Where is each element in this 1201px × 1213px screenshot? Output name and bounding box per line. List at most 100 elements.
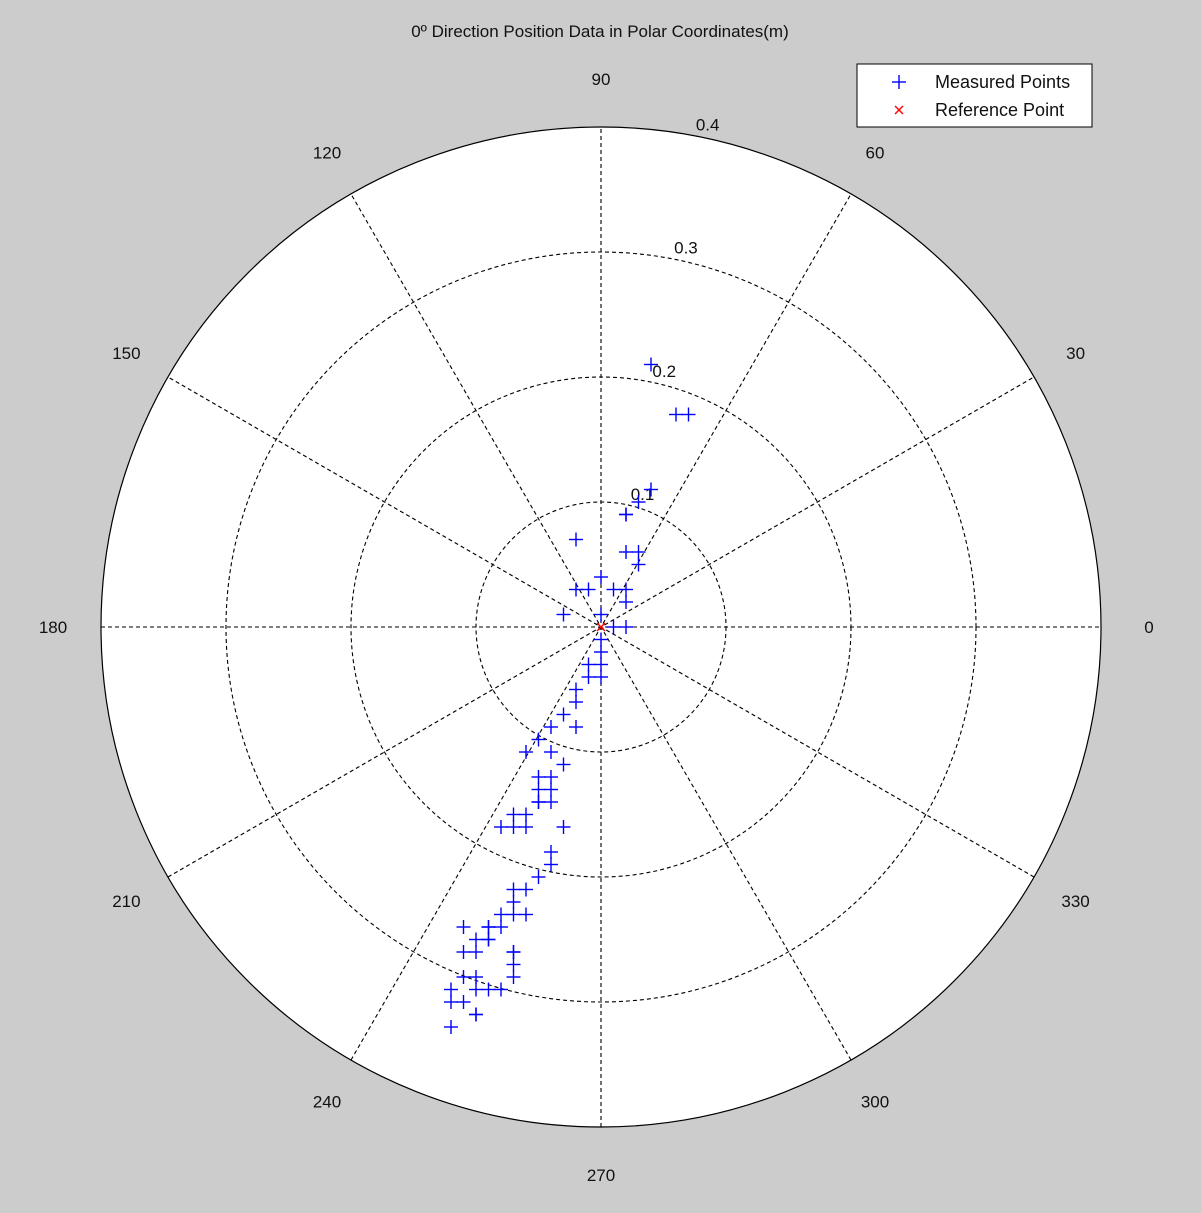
measured-point xyxy=(594,657,608,672)
measured-point xyxy=(544,782,558,797)
angle-tick-label: 0 xyxy=(1144,618,1153,637)
measured-point xyxy=(519,907,533,922)
measured-point xyxy=(494,982,508,997)
measured-point xyxy=(544,857,558,872)
measured-point xyxy=(456,995,471,1009)
measured-point xyxy=(569,720,583,734)
measured-point xyxy=(594,645,608,659)
measured-point xyxy=(506,945,521,959)
measured-point xyxy=(506,907,521,922)
measured-point xyxy=(531,795,546,809)
measured-point xyxy=(506,895,521,909)
measured-point xyxy=(456,970,471,984)
measured-point xyxy=(581,670,596,684)
angle-tick-label: 210 xyxy=(112,892,140,911)
radial-tick-label: 0.2 xyxy=(652,362,676,381)
measured-point xyxy=(519,882,533,897)
measured-point xyxy=(456,920,471,934)
angle-tick-label: 330 xyxy=(1061,892,1089,911)
measured-point xyxy=(544,745,558,759)
measured-point xyxy=(544,795,558,809)
angle-tick-label: 240 xyxy=(313,1093,341,1112)
measured-point xyxy=(556,757,571,772)
measured-point xyxy=(644,357,658,372)
measured-point xyxy=(619,582,633,597)
angle-tick-label: 150 xyxy=(112,344,140,363)
measured-point xyxy=(506,970,521,984)
measured-point xyxy=(669,407,683,422)
data-points xyxy=(444,357,696,1034)
legend-marker-reference xyxy=(894,105,904,115)
measured-point xyxy=(644,482,658,497)
legend-marker-measured xyxy=(892,75,906,89)
measured-point xyxy=(594,570,608,584)
angle-tick-label: 30 xyxy=(1066,344,1085,363)
measured-point xyxy=(619,620,633,634)
measured-point xyxy=(494,907,508,922)
measured-point xyxy=(531,870,546,884)
legend-box xyxy=(856,63,1093,128)
measured-point xyxy=(569,682,583,697)
legend: Measured Points Reference Point xyxy=(856,63,1093,128)
measured-point xyxy=(444,995,458,1009)
measured-point xyxy=(619,545,633,559)
measured-point xyxy=(544,720,558,734)
measured-point xyxy=(481,920,496,934)
measured-point xyxy=(556,707,571,722)
measured-point xyxy=(631,557,646,572)
measured-point xyxy=(569,695,583,709)
measured-point xyxy=(506,807,521,822)
measured-point xyxy=(494,820,508,834)
angle-tick-label: 300 xyxy=(861,1093,889,1112)
measured-point xyxy=(469,970,483,984)
radial-tick-label: 0.4 xyxy=(696,116,720,135)
angle-tick-label: 270 xyxy=(587,1166,615,1185)
measured-point xyxy=(556,607,571,622)
measured-point xyxy=(619,507,633,522)
angle-tick-label: 60 xyxy=(866,143,885,162)
measured-point xyxy=(444,982,458,997)
measured-point xyxy=(531,770,546,784)
legend-label: Reference Point xyxy=(935,100,1064,120)
measured-point xyxy=(519,820,533,834)
angle-tick-label: 180 xyxy=(39,618,67,637)
measured-point xyxy=(531,782,546,797)
measured-point xyxy=(494,920,508,934)
measured-point xyxy=(631,545,646,559)
measured-point xyxy=(544,845,558,859)
measured-point xyxy=(569,582,583,597)
measured-point xyxy=(506,820,521,834)
legend-label: Measured Points xyxy=(935,72,1070,92)
measured-point xyxy=(519,745,533,759)
measured-point xyxy=(631,495,646,509)
angle-tick-label: 120 xyxy=(313,143,341,162)
chart-title: 0º Direction Position Data in Polar Coor… xyxy=(411,22,789,41)
measured-point xyxy=(581,582,596,597)
measured-point xyxy=(569,532,583,547)
measured-point xyxy=(594,607,608,622)
legend-items: Measured Points Reference Point xyxy=(892,72,1070,120)
measured-point xyxy=(594,632,608,647)
measured-point xyxy=(544,770,558,784)
measured-point xyxy=(469,1007,483,1022)
measured-point xyxy=(581,657,596,672)
measured-point xyxy=(469,945,483,959)
measured-point xyxy=(606,582,621,597)
angle-tick-label: 90 xyxy=(592,70,611,89)
angle-tick-labels: 0 30 60 90 120 150 180 210 240 270 300 330 xyxy=(39,70,1154,1185)
measured-point xyxy=(681,407,696,422)
measured-point xyxy=(481,982,496,997)
measured-point xyxy=(444,1020,458,1034)
measured-point xyxy=(531,732,546,747)
measured-point xyxy=(456,945,471,959)
measured-point xyxy=(506,957,521,972)
measured-point xyxy=(506,882,521,897)
reference-point xyxy=(596,622,606,632)
measured-point xyxy=(481,932,496,947)
measured-point xyxy=(619,595,633,609)
measured-point xyxy=(556,820,571,834)
radial-tick-label: 0.3 xyxy=(674,239,698,258)
measured-point xyxy=(606,620,621,634)
